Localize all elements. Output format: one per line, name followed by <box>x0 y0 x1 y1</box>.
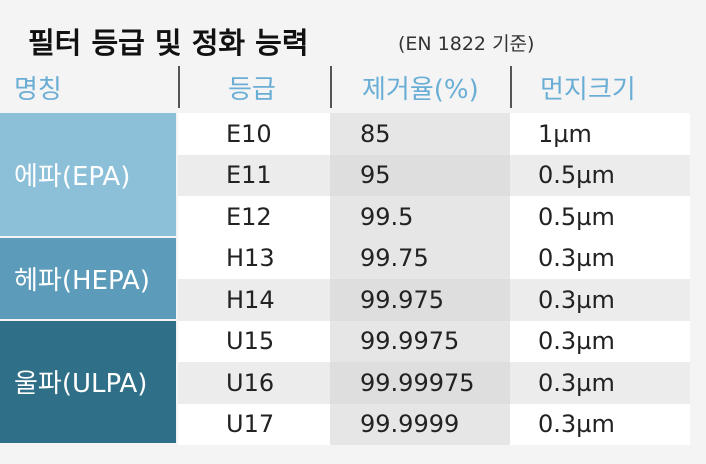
removal-rate: 95 <box>330 154 510 196</box>
dust-size: 0.3µm <box>510 320 690 362</box>
dust-size: 1µm <box>510 113 690 155</box>
group-name: 헤파(HEPA) <box>0 237 176 319</box>
removal-rate: 99.5 <box>330 196 510 238</box>
dust-size: 0.5µm <box>510 196 690 238</box>
dust-size: 0.3µm <box>510 279 690 321</box>
grade: E12 <box>178 196 330 238</box>
subtitle: (EN 1822 기준) <box>398 33 535 55</box>
removal-rate: 85 <box>330 113 510 155</box>
grade: U16 <box>178 362 330 404</box>
group-name: 울파(ULPA) <box>0 320 176 443</box>
removal-rate: 99.9975 <box>330 320 510 362</box>
grade: U15 <box>178 320 330 362</box>
dust-size: 0.3µm <box>510 403 690 445</box>
removal-rate: 99.9999 <box>330 403 510 445</box>
column-header: 등급 <box>178 66 330 108</box>
removal-rate: 99.75 <box>330 237 510 279</box>
removal-rate: 99.975 <box>330 279 510 321</box>
grade: H14 <box>178 279 330 321</box>
grade: E10 <box>178 113 330 155</box>
grade: E11 <box>178 154 330 196</box>
column-header: 먼지크기 <box>510 66 690 108</box>
group-name: 에파(EPA) <box>0 113 176 236</box>
dust-size: 0.3µm <box>510 237 690 279</box>
column-header: 제거율(%) <box>330 66 510 108</box>
dust-size: 0.5µm <box>510 154 690 196</box>
grade: U17 <box>178 403 330 445</box>
grade: H13 <box>178 237 330 279</box>
title: 필터 등급 및 정화 능력 <box>28 26 309 60</box>
dust-size: 0.3µm <box>510 362 690 404</box>
removal-rate: 99.99975 <box>330 362 510 404</box>
column-header: 명칭 <box>14 74 62 105</box>
